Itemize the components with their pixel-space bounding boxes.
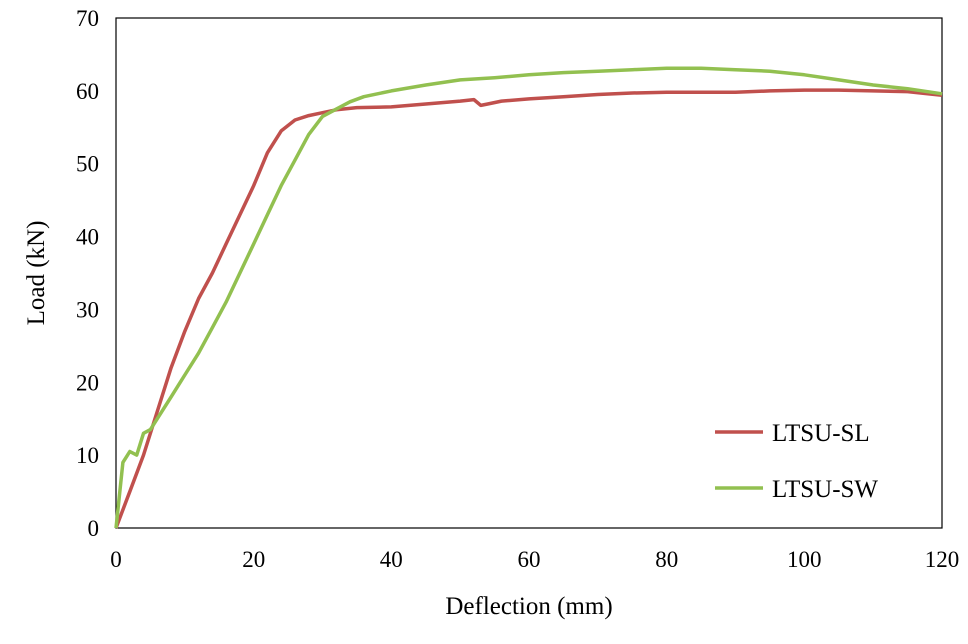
y-tick-label: 20 xyxy=(76,370,99,395)
plot-area-frame xyxy=(115,17,943,529)
y-tick-label: 0 xyxy=(88,516,100,541)
x-tick-label: 40 xyxy=(380,547,403,572)
series-line-ltsu-sl xyxy=(114,88,943,529)
y-tick-label: 50 xyxy=(76,152,99,177)
x-tick-label: 60 xyxy=(518,547,541,572)
x-tick-label: 120 xyxy=(925,547,960,572)
series-lines xyxy=(114,66,943,529)
legend-label-ltsu-sl: LTSU-SL xyxy=(772,420,870,447)
x-tick-labels: 0 20 40 60 80 100 120 xyxy=(110,547,959,572)
y-tick-label: 70 xyxy=(76,6,99,31)
x-axis-title: Deflection (mm) xyxy=(445,593,612,620)
legend-label-ltsu-sw: LTSU-SW xyxy=(772,476,878,503)
x-tick-label: 0 xyxy=(110,547,122,572)
x-tick-label: 80 xyxy=(655,547,678,572)
y-tick-label: 40 xyxy=(76,225,99,250)
y-tick-label: 30 xyxy=(76,297,99,322)
y-tick-label: 10 xyxy=(76,443,99,468)
legend: LTSU-SL LTSU-SW xyxy=(715,420,878,503)
x-tick-label: 100 xyxy=(787,547,822,572)
series-line-ltsu-sw xyxy=(114,66,943,529)
y-tick-labels: 0 10 20 30 40 50 60 70 xyxy=(76,6,99,541)
x-tick-label: 20 xyxy=(242,547,265,572)
y-tick-label: 60 xyxy=(76,79,99,104)
y-axis-title: Load (kN) xyxy=(23,221,50,326)
